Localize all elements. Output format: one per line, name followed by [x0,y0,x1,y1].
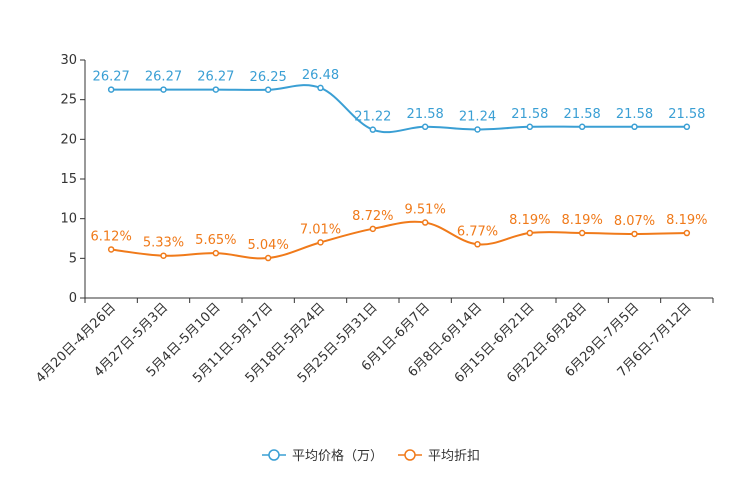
discount-point[interactable] [474,241,481,248]
discount-point[interactable] [526,229,534,237]
price-data-label: 21.58 [511,107,548,122]
discount-data-label: 5.04% [248,238,289,253]
price-data-label: 21.58 [407,107,444,122]
discount-point[interactable] [264,254,272,262]
discount-data-label: 8.07% [614,214,655,229]
discount-point[interactable] [107,246,115,253]
legend-item-discount[interactable]: 平均折扣 [398,449,480,464]
y-tick-label: 20 [60,132,77,147]
discount-point[interactable] [578,229,586,237]
price-data-label: 26.25 [250,70,287,85]
price-point[interactable] [264,86,272,93]
price-data-label: 26.27 [145,70,182,85]
price-data-label: 21.58 [564,107,601,122]
price-data-label: 26.27 [197,70,234,85]
discount-point[interactable] [369,225,377,233]
price-point[interactable] [578,123,586,131]
data-labels: 26.27 26.27 26.27 26.25 26.48 21.22 21.58 21.24… [91,68,708,253]
discount-point[interactable] [421,219,429,226]
discount-data-label: 6.12% [91,229,132,244]
y-tick-label: 10 [60,212,77,227]
discount-data-label: 8.72% [352,209,393,224]
discount-data-label: 9.51% [405,203,446,218]
price-point[interactable] [526,123,534,131]
discount-point[interactable] [631,230,638,238]
price-point[interactable] [631,123,638,131]
series-points [107,84,691,262]
discount-point[interactable] [683,229,691,237]
price-point[interactable] [683,123,691,131]
legend-price-label: 平均价格（万） [292,448,383,464]
price-point[interactable] [107,86,115,93]
discount-point[interactable] [212,249,220,257]
discount-point[interactable] [160,252,167,259]
price-point[interactable] [421,123,429,131]
discount-series-line [111,220,687,260]
price-data-label: 26.27 [93,70,130,85]
discount-point[interactable] [317,239,324,246]
legend: 平均价格（万） 平均折扣 [262,448,480,464]
discount-data-label: 7.01% [300,222,341,237]
series-lines [111,84,687,260]
price-point[interactable] [160,86,167,93]
price-data-label: 21.58 [616,107,653,122]
price-point[interactable] [474,126,481,133]
legend-discount-swatch-marker [404,449,416,461]
legend-price-swatch-marker [268,449,280,461]
discount-data-label: 8.19% [562,213,603,228]
discount-data-label: 6.77% [457,224,498,239]
price-point[interactable] [317,84,324,92]
discount-data-label: 5.33% [143,236,184,251]
y-tick-label: 5 [69,251,77,266]
price-series-line [111,84,687,134]
price-data-label: 21.24 [459,109,496,124]
discount-data-label: 8.19% [509,213,550,228]
y-tick-label: 25 [60,93,77,108]
price-point[interactable] [369,126,377,133]
legend-item-price[interactable]: 平均价格（万） [262,448,383,464]
y-tick-label: 0 [69,291,77,306]
price-data-label: 21.22 [354,110,391,125]
price-data-label: 26.48 [302,68,339,83]
y-tick-label: 30 [60,53,77,68]
legend-discount-label: 平均折扣 [428,449,480,464]
y-tick-label: 15 [60,172,77,187]
discount-data-label: 5.65% [195,233,236,248]
price-data-label: 21.58 [668,107,705,122]
price-point[interactable] [212,86,220,93]
discount-data-label: 8.19% [666,213,707,228]
